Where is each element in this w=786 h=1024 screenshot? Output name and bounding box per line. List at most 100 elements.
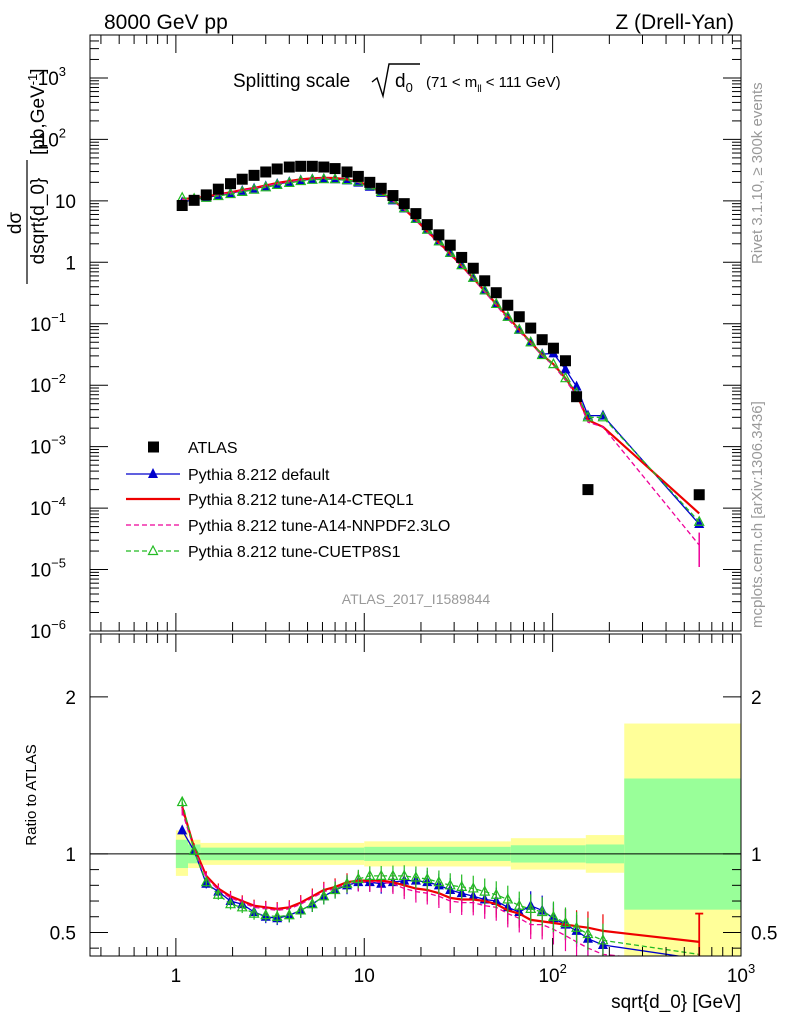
- ratio-point-cuetp: [236, 901, 248, 912]
- point-cuetp: [306, 173, 318, 184]
- point-atlas: [248, 169, 260, 181]
- legend-label-cuetp: Pythia 8.212 tune-CUETP8S1: [188, 544, 401, 561]
- y-tick-label-base: 10: [55, 192, 76, 213]
- main-line-cteql: [182, 176, 700, 515]
- x-tick-label-exp: 3: [748, 961, 755, 976]
- x-tick-label: 103: [727, 961, 755, 987]
- point-atlas: [387, 190, 399, 202]
- point-atlas: [410, 208, 422, 220]
- header-left: 8000 GeV pp: [104, 11, 228, 34]
- ratio-point-default: [177, 824, 188, 835]
- ratio-y-label-left: 1: [65, 845, 76, 866]
- point-cuetp: [490, 297, 502, 309]
- y-axis-label: dσ dsqrt{d_0} [pb,GeV-1]: [5, 68, 49, 284]
- rivet-label: Rivet 3.1.10, ≥ 300k events: [749, 82, 766, 264]
- point-cuetp: [444, 246, 456, 257]
- y-tick-label-exp: −6: [51, 617, 66, 632]
- ratio-point-cuetp: [364, 869, 376, 880]
- ratio-point-cuetp: [306, 897, 318, 909]
- point-atlas: [295, 160, 307, 172]
- band-inner: [624, 778, 741, 910]
- point-cuetp: [525, 335, 537, 347]
- point-default: [479, 284, 490, 295]
- point-atlas: [306, 160, 318, 172]
- y-tick-label-base: 1: [65, 253, 76, 274]
- point-atlas: [525, 322, 537, 334]
- point-atlas: [398, 198, 410, 210]
- ratio-point-cuetp: [490, 888, 502, 899]
- point-default: [571, 380, 582, 391]
- ratio-point-cuetp: [582, 927, 594, 939]
- title-range: (71 < mll < 111 GeV): [426, 74, 561, 95]
- ratio-series-group: [176, 795, 704, 956]
- point-atlas: [547, 342, 559, 354]
- point-cuetp: [329, 172, 341, 184]
- ratio-point-cuetp: [525, 902, 537, 913]
- ratio-point-cuetp: [295, 904, 307, 915]
- x-tick-label-base: 1: [171, 966, 182, 987]
- ratio-frame: [89, 633, 742, 957]
- x-tick-label: 1: [171, 966, 182, 987]
- point-cuetp: [582, 411, 594, 422]
- ratio-y-label-left: 0.5: [50, 923, 76, 944]
- ratio-point-cuetp: [571, 921, 583, 932]
- x-tick-label-base: 10: [354, 966, 375, 987]
- point-cuetp: [467, 271, 479, 282]
- point-atlas: [479, 275, 491, 287]
- ratio-point-cuetp: [176, 795, 188, 807]
- ratio-point-cuetp: [502, 893, 514, 904]
- ratio-point-cuetp: [200, 875, 212, 887]
- y-tick-label-base: 10: [38, 69, 59, 90]
- x-axis-label: sqrt{d_0} [GeV]: [611, 992, 741, 1013]
- point-cuetp: [271, 178, 283, 189]
- y-tick-label: 1: [65, 253, 76, 274]
- y-tick-label-base: 10: [38, 130, 59, 151]
- point-atlas: [212, 183, 224, 195]
- ratio-series: [176, 795, 704, 956]
- ratio-point-cuetp: [188, 844, 200, 855]
- y-tick-label: 10−1: [30, 310, 66, 336]
- y-tick-label: 102: [38, 125, 66, 151]
- legend-label-default: Pythia 8.212 default: [188, 467, 330, 484]
- y-tick-label: 10−6: [30, 617, 66, 643]
- y-tick-label: 10−2: [30, 371, 66, 397]
- ratio-point-cuetp: [375, 869, 387, 880]
- point-default: [560, 363, 571, 374]
- ratio-point-cuetp: [248, 907, 260, 918]
- legend-marker-default: [148, 468, 158, 478]
- y-tick-label-exp: −1: [51, 310, 66, 325]
- point-cuetp: [693, 515, 705, 526]
- point-atlas: [236, 173, 248, 185]
- y-tick-label-exp: 3: [59, 64, 66, 79]
- svg-text:[pb,GeV-1]: [pb,GeV-1]: [25, 68, 49, 155]
- y-tick-label-exp: −4: [51, 494, 66, 509]
- legend-label-nnpdf: Pythia 8.212 tune-A14-NNPDF2.3LO: [188, 518, 450, 535]
- point-cuetp: [260, 181, 272, 192]
- ratio-point-cuetp: [479, 885, 491, 896]
- point-atlas: [444, 239, 456, 251]
- point-cuetp: [433, 234, 445, 246]
- y-tick-label-exp: 2: [59, 125, 66, 140]
- ratio-point-cuetp: [318, 890, 330, 901]
- ratio-point-cuetp: [513, 899, 525, 910]
- plot-title: Splitting scale: [233, 71, 350, 92]
- header-right: Z (Drell-Yan): [615, 11, 734, 34]
- ratio-point-cuetp: [341, 877, 353, 888]
- point-atlas: [456, 251, 468, 263]
- point-cuetp: [295, 174, 307, 186]
- point-atlas: [490, 287, 502, 299]
- point-cuetp: [456, 258, 468, 270]
- ratio-point-cuetp: [444, 879, 456, 890]
- point-atlas: [571, 391, 583, 403]
- point-atlas: [176, 200, 188, 212]
- point-cuetp: [236, 185, 248, 196]
- ratio-ylabel: Ratio to ATLAS: [23, 744, 40, 845]
- x-tick-label: 102: [538, 961, 566, 987]
- point-cuetp: [283, 176, 295, 187]
- point-atlas: [364, 176, 376, 188]
- mcplots-label: mcplots.cern.ch [arXiv:1306.3436]: [749, 401, 766, 628]
